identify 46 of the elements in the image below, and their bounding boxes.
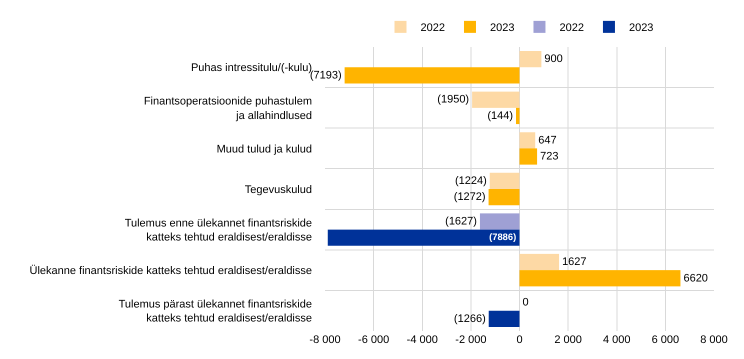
bar	[472, 92, 520, 108]
x-tick-label: 4 000	[602, 334, 631, 346]
data-label: (1266)	[454, 312, 486, 325]
y-tick-label: Tulemus pärast ülekannet finantsriskide katteks tehtud eraldisest/eraldisse	[118, 298, 312, 325]
legend-label: 2023	[490, 22, 514, 34]
x-tick-label: -6 000	[358, 334, 390, 346]
x-tick-label: 6 000	[652, 334, 680, 346]
data-label: 6620	[683, 272, 708, 284]
y-tick-label: Puhas intressitulu/(-kulu)	[190, 62, 312, 74]
legend-label: 2022	[559, 22, 584, 34]
x-tick-label: 8 000	[700, 334, 728, 346]
bar	[480, 213, 520, 230]
x-tick-label: -4 000	[406, 334, 438, 346]
y-tick-label: Muud tulud ja kulud	[216, 143, 312, 156]
y-tick-label: Finantsoperatsioonide puhastulem ja allahindlused	[144, 96, 312, 122]
legend-label: 2023	[628, 22, 654, 34]
data-label: 1627	[562, 256, 587, 268]
x-tick-label: 2 000	[554, 334, 582, 346]
x-tick-label: -8 000	[309, 334, 341, 346]
bar	[520, 51, 542, 68]
bar	[344, 67, 520, 84]
bar	[488, 310, 520, 327]
bar	[488, 189, 520, 206]
x-tick-label: 0	[516, 334, 523, 346]
bar	[516, 108, 520, 124]
x-tick-label: -2 000	[455, 334, 486, 346]
bar	[520, 254, 560, 270]
y-tick-label: Tegevuskulud	[244, 184, 312, 196]
bar	[328, 230, 520, 246]
data-label: 647	[538, 134, 557, 146]
bar	[520, 132, 536, 148]
data-label: (1627)	[445, 215, 477, 228]
data-label: 723	[540, 150, 558, 163]
data-label: (1950)	[437, 94, 470, 106]
data-label: (7886)	[489, 232, 516, 242]
bar	[520, 148, 538, 165]
bar	[490, 172, 520, 189]
y-tick-label: Ülekanne finantsriskide katteks tehtud eraldisest/eraldisse	[30, 264, 312, 277]
data-label: 900	[544, 53, 563, 66]
data-label: 0	[522, 296, 529, 309]
data-label: (1224)	[454, 174, 487, 187]
bar	[520, 270, 680, 286]
data-label: (144)	[487, 110, 513, 122]
y-tick-label: Tulemus enne ülekannet finantsriskide katteks tehtud eraldisest/eraldisse	[124, 217, 312, 244]
legend-label: 2022	[420, 22, 445, 34]
data-label: (1272)	[454, 191, 486, 204]
